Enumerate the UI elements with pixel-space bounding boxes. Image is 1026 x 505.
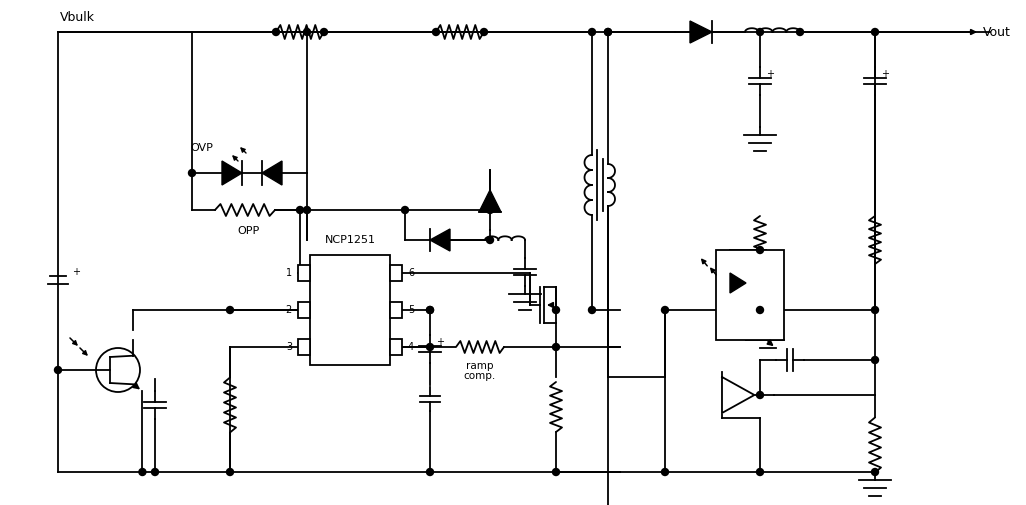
Circle shape bbox=[756, 307, 763, 314]
Circle shape bbox=[427, 307, 434, 314]
Circle shape bbox=[273, 28, 279, 35]
Circle shape bbox=[662, 307, 669, 314]
Text: 1: 1 bbox=[286, 268, 292, 278]
Text: 4: 4 bbox=[408, 342, 415, 352]
Text: NCP1251: NCP1251 bbox=[324, 235, 376, 245]
Polygon shape bbox=[262, 161, 282, 185]
Circle shape bbox=[552, 469, 559, 476]
Text: 6: 6 bbox=[408, 268, 415, 278]
Polygon shape bbox=[731, 273, 746, 293]
Circle shape bbox=[486, 236, 494, 243]
Circle shape bbox=[304, 28, 311, 35]
Bar bbox=[298, 302, 310, 318]
Bar bbox=[298, 265, 310, 281]
Text: OPP: OPP bbox=[237, 226, 260, 236]
Circle shape bbox=[152, 469, 158, 476]
Bar bbox=[390, 265, 402, 281]
Bar bbox=[390, 302, 402, 318]
Polygon shape bbox=[430, 229, 450, 251]
Circle shape bbox=[604, 28, 611, 35]
Circle shape bbox=[871, 469, 878, 476]
Bar bbox=[310, 255, 390, 365]
Text: OVP: OVP bbox=[190, 143, 212, 153]
Bar bbox=[390, 339, 402, 355]
Circle shape bbox=[227, 307, 234, 314]
Polygon shape bbox=[479, 190, 501, 212]
Text: 3: 3 bbox=[286, 342, 292, 352]
Circle shape bbox=[871, 357, 878, 364]
Circle shape bbox=[427, 307, 434, 314]
Circle shape bbox=[486, 207, 494, 214]
Circle shape bbox=[756, 469, 763, 476]
Circle shape bbox=[433, 28, 439, 35]
Circle shape bbox=[662, 469, 669, 476]
Circle shape bbox=[227, 469, 234, 476]
Text: Vout: Vout bbox=[983, 25, 1011, 38]
Circle shape bbox=[427, 343, 434, 350]
Circle shape bbox=[480, 28, 487, 35]
Circle shape bbox=[589, 307, 595, 314]
Circle shape bbox=[756, 391, 763, 398]
Circle shape bbox=[297, 207, 304, 214]
Text: O: O bbox=[321, 304, 331, 317]
Text: comp.: comp. bbox=[464, 371, 497, 381]
Circle shape bbox=[54, 367, 62, 374]
Circle shape bbox=[552, 343, 559, 350]
Circle shape bbox=[871, 28, 878, 35]
Circle shape bbox=[552, 307, 559, 314]
Circle shape bbox=[427, 469, 434, 476]
Circle shape bbox=[189, 170, 196, 177]
Bar bbox=[716, 250, 784, 340]
Polygon shape bbox=[722, 377, 754, 413]
Circle shape bbox=[796, 28, 803, 35]
Circle shape bbox=[871, 307, 878, 314]
Circle shape bbox=[320, 28, 327, 35]
Text: +: + bbox=[72, 267, 80, 277]
Text: Vbulk: Vbulk bbox=[60, 11, 95, 24]
Text: 5: 5 bbox=[408, 305, 415, 315]
Circle shape bbox=[604, 28, 611, 35]
Circle shape bbox=[756, 28, 763, 35]
Circle shape bbox=[756, 246, 763, 254]
Text: 2: 2 bbox=[286, 305, 292, 315]
Circle shape bbox=[304, 207, 311, 214]
Circle shape bbox=[139, 469, 146, 476]
Text: +: + bbox=[765, 69, 774, 79]
Bar bbox=[298, 339, 310, 355]
Circle shape bbox=[589, 28, 595, 35]
Polygon shape bbox=[690, 21, 712, 43]
Circle shape bbox=[401, 207, 408, 214]
Text: +: + bbox=[880, 69, 889, 79]
Text: ramp: ramp bbox=[466, 361, 494, 371]
Text: +: + bbox=[436, 337, 444, 347]
Polygon shape bbox=[222, 161, 242, 185]
